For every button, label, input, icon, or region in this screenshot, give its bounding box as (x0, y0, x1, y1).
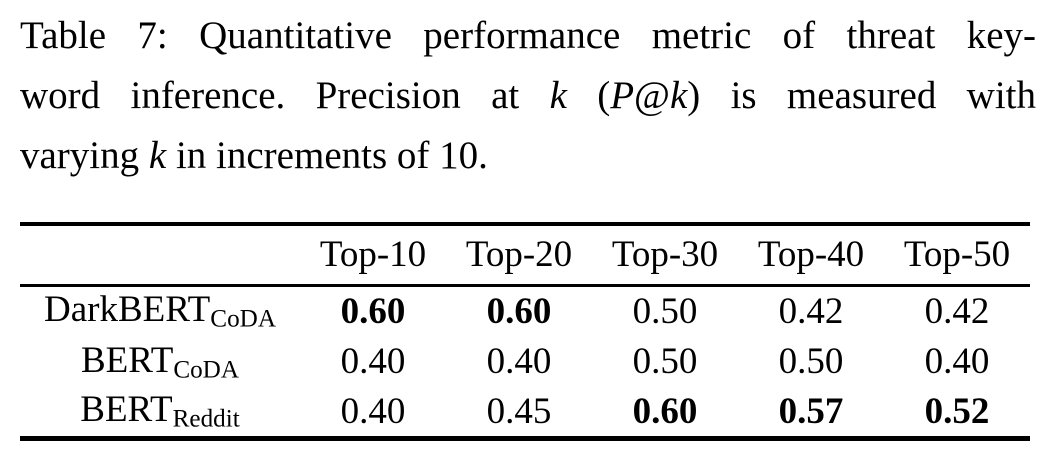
table-body: DarkBERTCoDA 0.60 0.60 0.50 0.42 0.42 BERTCoDA… (20, 285, 1030, 438)
metric-cell: 0.40 (486, 341, 552, 382)
table-row: DarkBERTCoDA 0.60 0.60 0.50 0.42 0.42 (20, 285, 1030, 336)
header-top-40: Top-40 (738, 224, 884, 287)
model-subscript: CoDA (210, 306, 276, 334)
header-top-10: Top-10 (300, 224, 446, 287)
metric-cell: 0.45 (486, 390, 552, 432)
metric-cell: 0.52 (924, 390, 990, 432)
header-empty-cell (20, 224, 300, 287)
model-name: BERT (80, 339, 174, 381)
math-at-sign: @ (634, 74, 670, 117)
caption-text: ( (566, 74, 611, 117)
metric-cell: 0.40 (340, 341, 406, 382)
metric-cell: 0.42 (778, 290, 844, 332)
math-k: k (148, 134, 167, 177)
metric-cell: 0.60 (340, 290, 406, 332)
metric-cell: 0.60 (632, 390, 698, 432)
model-name: BERT (80, 389, 173, 431)
metrics-table: Top-10 Top-20 Top-30 Top-40 Top-50 DarkB… (20, 222, 1030, 441)
header-row: Top-10 Top-20 Top-30 Top-40 Top-50 (20, 224, 1030, 287)
header-top-20: Top-20 (446, 224, 592, 287)
caption-line-1: Table 7: Quantitative performance metric… (20, 6, 1036, 66)
metric-cell: 0.50 (632, 341, 698, 382)
row-label: BERTCoDA (20, 336, 300, 387)
model-subscript: Reddit (172, 406, 240, 434)
caption-text: word inference. Precision at (20, 74, 550, 117)
metric-cell: 0.40 (924, 341, 990, 382)
math-P: P (610, 74, 635, 117)
caption-line-3: varying k in increments of 10. (20, 126, 1036, 186)
model-subscript: CoDA (173, 356, 240, 384)
table-row: BERTReddit 0.40 0.45 0.60 0.57 0.52 (20, 387, 1030, 438)
row-label: BERTReddit (20, 387, 300, 438)
metric-cell: 0.40 (340, 390, 406, 432)
caption-text: Table 7: Quantitative performance metric… (20, 14, 1036, 57)
header-top-30: Top-30 (592, 224, 738, 287)
row-label: DarkBERTCoDA (20, 285, 300, 336)
caption-text: ) is measured with (687, 74, 1037, 117)
caption-text: in increments of 10. (166, 134, 488, 177)
math-k: k (549, 74, 567, 117)
table-caption: Table 7: Quantitative performance metric… (20, 6, 1036, 186)
table-row: BERTCoDA 0.40 0.40 0.50 0.50 0.40 (20, 336, 1030, 387)
metric-cell: 0.50 (778, 341, 844, 382)
metric-cell: 0.50 (632, 290, 698, 332)
header-top-50: Top-50 (884, 224, 1030, 287)
caption-line-2: word inference. Precision at k (P@k) is … (20, 66, 1036, 126)
metric-cell: 0.60 (486, 290, 552, 332)
metric-cell: 0.57 (778, 390, 844, 432)
math-k: k (669, 74, 688, 117)
model-name: DarkBERT (43, 289, 211, 331)
metric-cell: 0.42 (924, 290, 990, 332)
caption-text: varying (20, 134, 149, 177)
